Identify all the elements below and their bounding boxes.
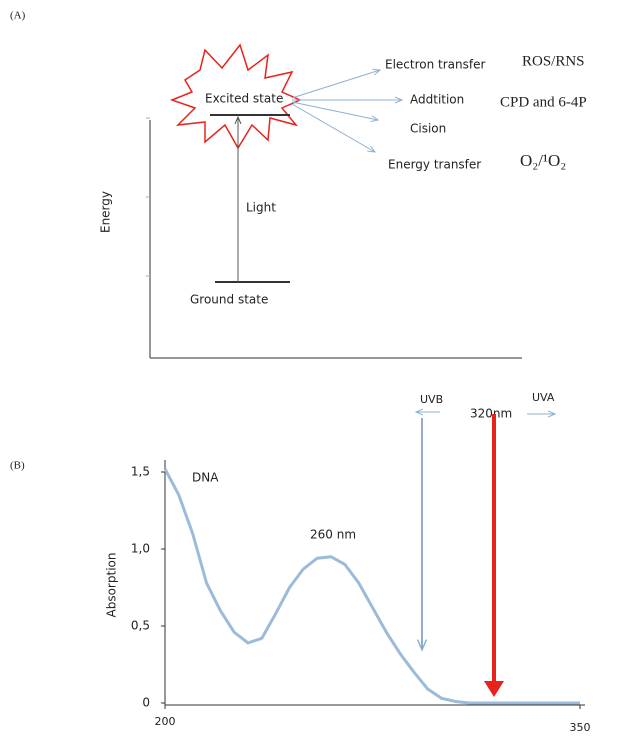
y-axis-label: Absorption [105, 553, 119, 618]
pathway-name: Energy transfer [388, 158, 481, 172]
uvb-label: UVB [420, 393, 443, 406]
y-tick-label: 1,0 [131, 542, 150, 556]
pathway-product: O₂/¹O₂ [520, 151, 566, 170]
light-label: Light [246, 201, 276, 215]
pathway-product: ROS/RNS [522, 53, 585, 69]
energy-axes [146, 117, 522, 359]
pathway-name: Cision [410, 122, 446, 136]
x-tick-label: 200 [155, 715, 176, 728]
boundary-label: 320nm [470, 407, 512, 421]
excitation-star [169, 43, 302, 150]
y-tick-label: 1,5 [131, 465, 150, 479]
panel-label: (B) [10, 460, 25, 472]
x-tick-label: 350 [570, 721, 591, 734]
panel-label: (A) [10, 10, 26, 22]
y-tick-label: 0,5 [131, 619, 150, 633]
peak-label: 260 nm [310, 528, 356, 542]
uva-label: UVA [532, 391, 555, 404]
y-axis-label: Energy [99, 191, 113, 233]
y-tick-label: 0 [142, 696, 150, 710]
excited-state-label: Excited state [205, 92, 283, 106]
pathway-arrows [291, 70, 402, 152]
absorption-line [163, 468, 580, 705]
series-label: DNA [192, 471, 219, 485]
pathway-name: Electron transfer [385, 58, 485, 72]
pathway-product: CPD and 6-4P [500, 94, 587, 110]
pathway-name: Addtition [410, 93, 464, 107]
ground-state-label: Ground state [190, 293, 268, 307]
